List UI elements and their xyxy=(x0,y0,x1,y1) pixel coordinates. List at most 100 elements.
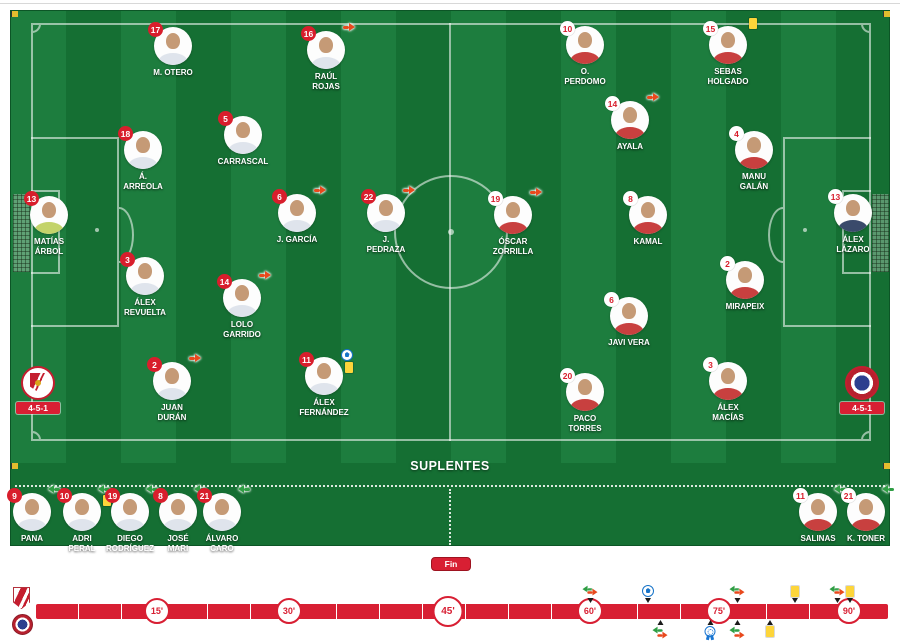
player-name: J. GARCÍA xyxy=(276,235,318,244)
player-away-2[interactable]: 2 MIRAPEIX xyxy=(713,256,777,312)
substitution-icon xyxy=(829,585,846,597)
player-photo xyxy=(307,31,345,69)
player-away-4[interactable]: 4 MANU GALÁN xyxy=(722,126,786,191)
player-avatar: 2 xyxy=(720,256,764,299)
player-home-17[interactable]: 17 M. OTERO xyxy=(141,22,205,78)
player-home-22[interactable]: 22 J. PEDRAZA xyxy=(354,186,418,254)
player-event-icons xyxy=(238,485,251,494)
sub-off-arrow-icon xyxy=(258,271,271,280)
player-home-16[interactable]: 16 RAÚL ROJAS xyxy=(294,23,358,91)
player-away-3[interactable]: 3 ÁLEX MACÍAS xyxy=(696,357,760,422)
goal-area-right xyxy=(842,190,871,274)
player-name: O. PERDOMO xyxy=(564,67,606,86)
event-pointer-icon xyxy=(792,598,798,603)
player-avatar: 4 xyxy=(729,126,773,169)
player-away-15[interactable]: 15 SEBAS HOLGADO xyxy=(696,18,760,86)
pitch-boundary-line xyxy=(31,23,871,441)
event-pointer-icon xyxy=(734,620,740,625)
player-home-6[interactable]: 6 J. GARCÍA xyxy=(265,186,329,245)
player-avatar: 14 xyxy=(217,271,271,317)
player-name: KAMAL xyxy=(633,237,663,246)
player-avatar: 2 xyxy=(147,354,201,400)
player-away-6[interactable]: 6 JAVI VERA xyxy=(597,292,661,348)
home-team-crest-icon xyxy=(21,366,55,400)
sub-away-11[interactable]: 11 SALINAS xyxy=(786,485,850,544)
player-avatar: 11 xyxy=(299,349,353,395)
player-avatar: 14 xyxy=(605,93,659,139)
player-home-11[interactable]: 11 ÁLEX FERNÁNDEZ xyxy=(292,349,356,417)
shirt-number: 8 xyxy=(623,191,638,206)
sub-home-8[interactable]: 8 JOSÉ MARI xyxy=(146,485,210,553)
player-home-14[interactable]: 14 LOLO GARRIDO xyxy=(210,271,274,339)
corner-flag-icon xyxy=(883,11,890,17)
substitutes-center-divider xyxy=(449,489,451,545)
player-avatar: 3 xyxy=(703,357,747,400)
match-status-badge: Fin xyxy=(431,557,471,571)
timeline-event-goal xyxy=(642,585,654,603)
sub-off-arrow-icon xyxy=(656,631,668,640)
player-home-18[interactable]: 18 Á. ARREOLA xyxy=(111,126,175,191)
player-avatar: 11 xyxy=(793,485,846,531)
sub-away-21[interactable]: 21 K. TONER xyxy=(834,485,898,544)
player-name: CARRASCAL xyxy=(217,157,269,166)
player-name: ÁLEX LÁZARO xyxy=(836,235,870,254)
away-formation-badge[interactable]: 4-5-1 xyxy=(838,366,886,414)
player-name: ÓSCAR ZORRILLA xyxy=(492,237,534,256)
sub-off-arrow-icon xyxy=(529,188,542,197)
player-name: MIRAPEIX xyxy=(725,302,765,311)
player-away-10[interactable]: 10 O. PERDOMO xyxy=(553,21,617,86)
player-avatar: 10 xyxy=(560,21,604,64)
player-photo xyxy=(124,131,162,169)
sub-home-19[interactable]: 19 DIEGO RODRÍGUEZ xyxy=(98,485,162,553)
sub-home-21[interactable]: 21 ÁLVARO CARO xyxy=(190,485,254,553)
player-avatar: 10 xyxy=(57,485,111,531)
home-formation-badge[interactable]: 4-5-1 xyxy=(14,366,62,414)
player-home-2[interactable]: 2 JUAN DURÁN xyxy=(140,354,204,422)
timeline-event-sub xyxy=(829,585,846,603)
player-name: J. PEDRAZA xyxy=(366,235,406,254)
player-avatar: 22 xyxy=(361,186,415,232)
match-timeline-bar xyxy=(36,604,888,619)
goal-net-left xyxy=(13,194,30,272)
event-pointer-icon xyxy=(847,598,853,603)
timeline-event-sub xyxy=(652,620,669,640)
player-photo xyxy=(223,279,261,317)
yellow-card-icon xyxy=(766,626,774,637)
yellow-card-icon xyxy=(846,586,854,597)
sub-off-arrow-icon xyxy=(586,588,598,597)
rosette-icon xyxy=(704,626,716,641)
sub-home-9[interactable]: 9 PANA xyxy=(0,485,64,544)
shirt-number: 17 xyxy=(148,22,163,37)
player-away-8[interactable]: 8 KAMAL xyxy=(616,191,680,247)
player-away-19[interactable]: 19 ÓSCAR ZORRILLA xyxy=(481,188,545,256)
yellow-card-icon xyxy=(749,18,757,29)
player-away-13[interactable]: 13 ÁLEX LÁZARO xyxy=(821,189,885,254)
shirt-number: 13 xyxy=(828,189,843,204)
goal-ball-icon xyxy=(341,349,353,361)
player-event-icons xyxy=(313,186,326,195)
sub-off-arrow-icon xyxy=(646,93,659,102)
player-home-13[interactable]: 13 MATÍAS ÁRBOL xyxy=(17,191,81,256)
sub-in-arrow-icon xyxy=(582,585,593,594)
event-pointer-icon xyxy=(707,620,713,625)
penalty-spot-right xyxy=(803,228,807,232)
sub-in-arrow-icon xyxy=(238,485,251,494)
away-team-crest-small-icon xyxy=(12,614,33,635)
player-avatar: 19 xyxy=(488,188,542,234)
player-avatar: 6 xyxy=(272,186,326,232)
sub-in-arrow-icon xyxy=(882,485,895,494)
corner-flag-icon xyxy=(883,463,890,469)
shirt-number: 2 xyxy=(147,357,162,372)
event-pointer-icon xyxy=(767,620,773,625)
player-avatar: 6 xyxy=(604,292,648,335)
player-avatar: 16 xyxy=(301,23,355,69)
player-away-14[interactable]: 14 AYALA xyxy=(598,93,662,152)
player-name: ÁLVARO CARO xyxy=(205,534,239,553)
player-home-5[interactable]: 5 CARRASCAL xyxy=(211,111,275,167)
shirt-number: 10 xyxy=(560,21,575,36)
player-home-3[interactable]: 3 ÁLEX REVUELTA xyxy=(113,252,177,317)
substitution-icon xyxy=(652,626,669,640)
shirt-number: 9 xyxy=(7,488,22,503)
player-away-20[interactable]: 20 PACO TORRES xyxy=(553,368,617,433)
